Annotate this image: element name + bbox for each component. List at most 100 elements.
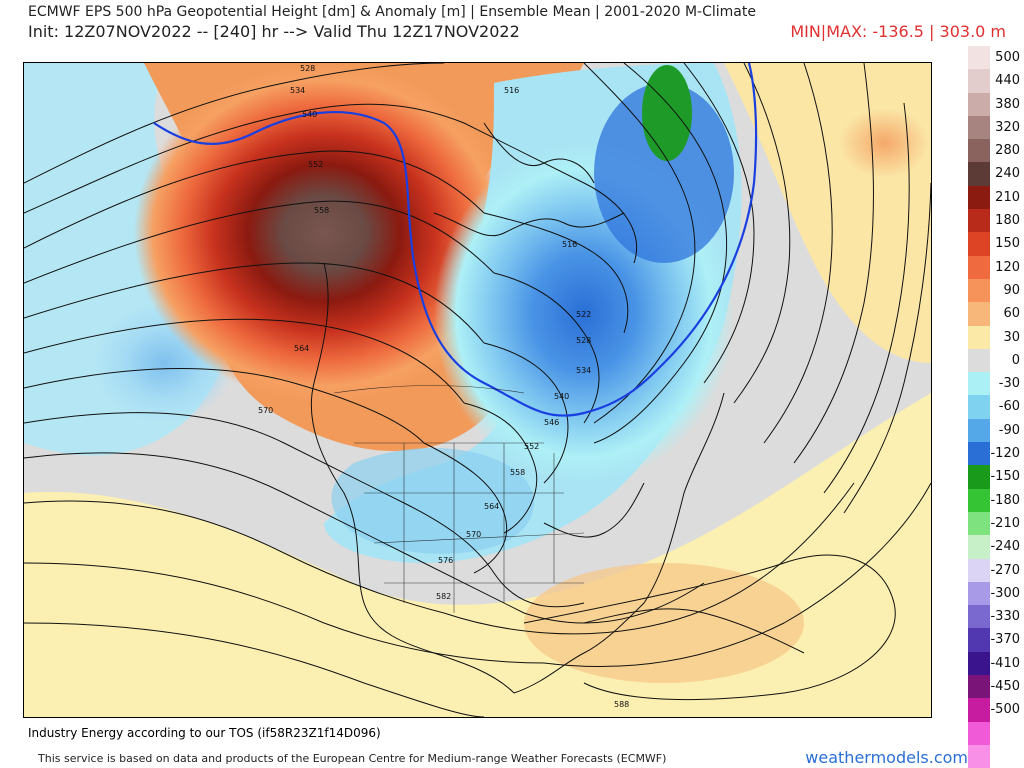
- legend-label: 210: [995, 189, 1020, 205]
- legend-label: 60: [1003, 306, 1020, 322]
- legend-swatch: [968, 744, 990, 768]
- legend-label: -270: [990, 562, 1020, 578]
- legend-swatch: [968, 628, 990, 652]
- contour-label: 528: [576, 336, 591, 345]
- legend-entry: 500: [968, 46, 1020, 70]
- trough-anomaly-deep: [594, 83, 734, 263]
- legend-label: 440: [995, 73, 1020, 89]
- chart-title: ECMWF EPS 500 hPa Geopotential Height [d…: [28, 4, 756, 20]
- legend-entry: -500: [968, 698, 1020, 722]
- contour-label: 540: [554, 392, 569, 401]
- legend-label: 240: [995, 166, 1020, 182]
- legend-label: 500: [995, 50, 1020, 65]
- color-scale-legend: 500 440 380 320 280 240 210 180 150 120 …: [968, 46, 1020, 768]
- legend-entry: 150: [968, 232, 1020, 256]
- legend-label: -450: [990, 679, 1020, 695]
- legend-entry: 0: [968, 348, 1020, 373]
- anomaly-map: 528 534 540 552 558 564 570 576 582 588 …: [24, 63, 931, 717]
- contour-label: 588: [614, 700, 629, 709]
- legend-swatch: [968, 139, 990, 163]
- legend-swatch: [968, 721, 990, 745]
- legend-label: 150: [995, 236, 1020, 252]
- ridge-anomaly-core: [134, 63, 514, 403]
- contour-label: 558: [314, 206, 329, 215]
- trough-anomaly-plains: [331, 448, 534, 554]
- highlight-contour: [153, 63, 758, 417]
- legend-label: -150: [990, 469, 1020, 485]
- legend-entry: -240: [968, 535, 1020, 559]
- legend-swatch: [968, 162, 990, 186]
- political-borders: [333, 385, 585, 613]
- legend-swatch: [968, 92, 990, 116]
- legend-entry: 60: [968, 302, 1020, 326]
- legend-label: -60: [998, 399, 1020, 415]
- legend-swatch: [968, 698, 990, 722]
- legend-label: -370: [990, 632, 1020, 648]
- legend-entry: -120: [968, 442, 1020, 466]
- legend-entry: 280: [968, 139, 1020, 163]
- contour-label: 564: [484, 502, 499, 511]
- legend-swatch: [968, 372, 990, 396]
- legend-entry: 210: [968, 185, 1020, 210]
- legend-label: 380: [995, 96, 1020, 112]
- terms-notice: Industry Energy according to our TOS (if…: [28, 726, 381, 740]
- source-notice: This service is based on data and produc…: [38, 752, 667, 765]
- legend-entry: 240: [968, 162, 1020, 186]
- contour-label-layer: 528 534 540 552 558 564 570 576 582 588 …: [258, 64, 629, 709]
- legend-entry: -330: [968, 605, 1020, 629]
- legend-label: 180: [995, 213, 1020, 229]
- legend-swatch: [968, 115, 990, 140]
- legend-swatch: [968, 185, 990, 210]
- warm-anomaly-atlantic-core: [794, 73, 931, 213]
- contour-label: 540: [302, 110, 317, 119]
- legend-swatch: [968, 395, 990, 419]
- contour-label: 522: [576, 310, 591, 319]
- contour-label: 558: [510, 468, 525, 477]
- contour-label: 576: [438, 556, 453, 565]
- legend-entry: 180: [968, 209, 1020, 233]
- legend-swatch: [968, 488, 990, 512]
- legend-swatch: [968, 69, 990, 93]
- legend-swatch: [968, 46, 990, 70]
- legend-label: -240: [990, 539, 1020, 555]
- legend-label: -120: [990, 446, 1020, 462]
- legend-swatch: [968, 278, 990, 303]
- legend-label: 0: [1011, 352, 1020, 368]
- legend-label: -330: [990, 609, 1020, 625]
- legend-label: 90: [1003, 282, 1020, 298]
- contour-label: 552: [524, 442, 539, 451]
- legend-swatch: [968, 675, 990, 699]
- legend-entry: -60: [968, 395, 1020, 419]
- legend-swatch: [968, 651, 990, 676]
- legend-entry: 120: [968, 255, 1020, 279]
- map-panel: 528 534 540 552 558 564 570 576 582 588 …: [23, 62, 932, 718]
- legend-entry: -450: [968, 675, 1020, 699]
- legend-label: -410: [990, 655, 1020, 671]
- legend-label: 320: [995, 119, 1020, 135]
- legend-label: -90: [998, 422, 1020, 438]
- legend-swatch: [968, 209, 990, 233]
- legend-entry: -210: [968, 511, 1020, 536]
- trough-anomaly-extreme: [642, 65, 692, 161]
- legend-label: -500: [990, 702, 1020, 718]
- legend-label: -30: [998, 376, 1020, 392]
- legend-swatch: [968, 581, 990, 606]
- legend-swatch: [968, 511, 990, 536]
- contour-label: 582: [436, 592, 451, 601]
- legend-entry: -370: [968, 628, 1020, 652]
- contour-label: 516: [562, 240, 577, 249]
- legend-entry: -300: [968, 581, 1020, 606]
- height-contours: [24, 63, 931, 717]
- brand-link[interactable]: weathermodels.com: [805, 748, 968, 767]
- minmax-readout: MIN|MAX: -136.5 | 303.0 m: [790, 22, 1006, 41]
- legend-entry: 320: [968, 115, 1020, 140]
- legend-label: [990, 745, 1020, 768]
- legend-entry: [968, 744, 1020, 768]
- legend-entry: -150: [968, 465, 1020, 489]
- legend-label: -300: [990, 585, 1020, 601]
- contour-label: 570: [466, 530, 481, 539]
- legend-swatch: [968, 325, 990, 349]
- contour-label: 552: [308, 160, 323, 169]
- legend-swatch: [968, 558, 990, 582]
- legend-label: 120: [995, 259, 1020, 275]
